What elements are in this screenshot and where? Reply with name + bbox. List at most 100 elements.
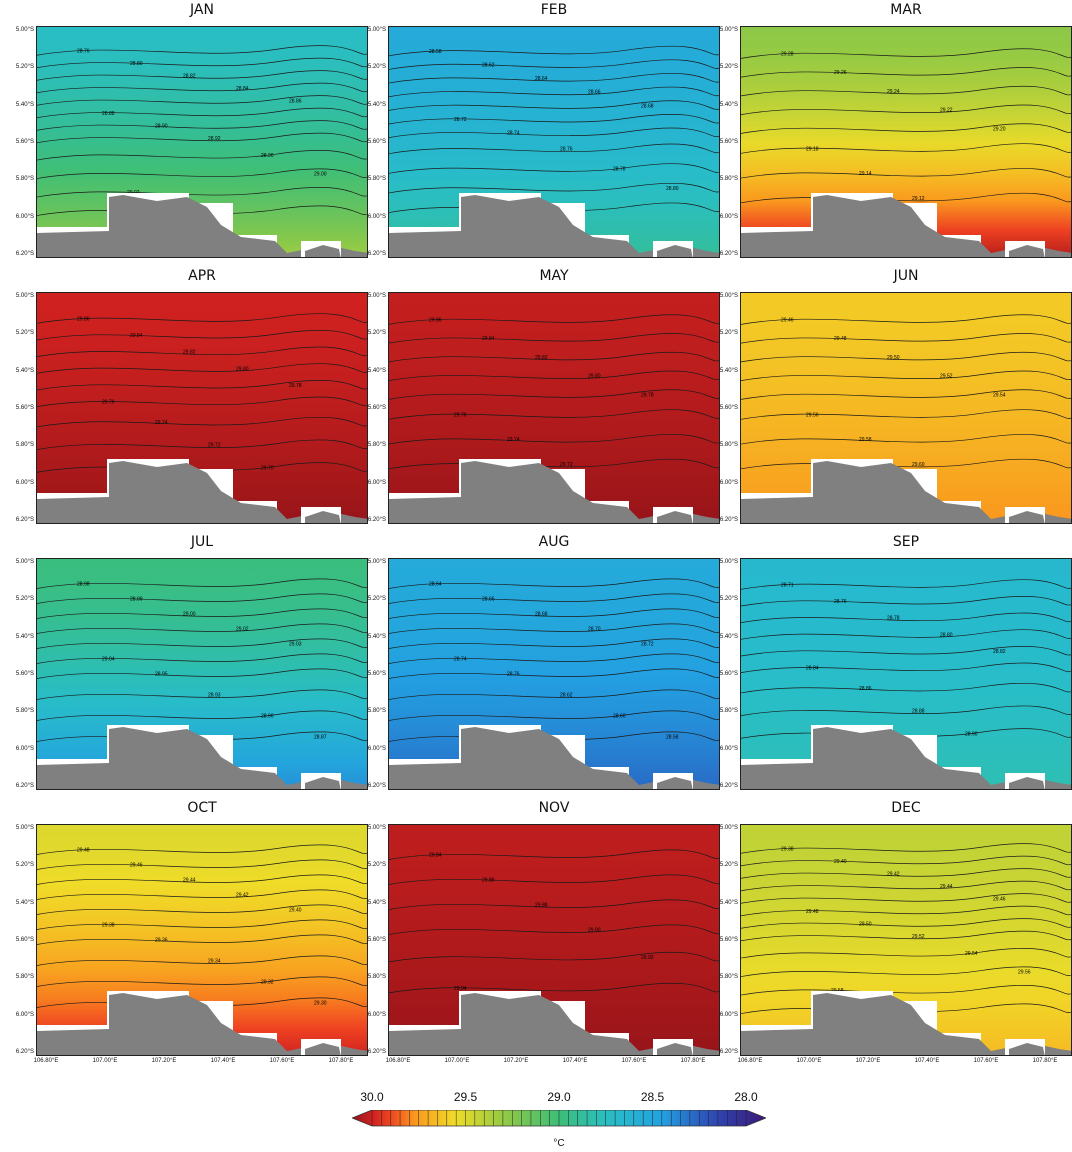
contour-line [389,638,719,649]
longitude-tick-label: 107.20°E [855,1058,881,1064]
contour-label: 29.80 [588,374,601,380]
contour-label: 29.32 [261,980,274,986]
contour-label: 29.76 [454,412,467,418]
latitude-tick-label: 6.20°S [719,1049,738,1055]
contour-line [37,82,367,94]
land-area [37,461,367,523]
land-area [1009,1043,1045,1055]
land-area [741,195,1071,257]
latitude-tick-label: 5.40°S [15,101,34,108]
latitude-tick-label: 5.00°S [367,559,386,565]
contour-label: 28.80 [940,632,953,638]
contour-line [741,612,1071,624]
panel-title: JUN [893,268,919,284]
contour-line [37,45,367,56]
contour-line [741,67,1071,78]
map-panel-aug: AUG 28.64 28.66 28.68 28.70 28.72 28.74 28.76 28… [368,534,720,796]
contour-label: 29.80 [236,366,249,372]
latitude-tick-label: 5.80°S [367,708,386,715]
latitude-tick-label: 5.80°S [15,442,34,449]
colorbar-gradient [352,1110,766,1127]
panel-title: NOV [538,800,570,816]
contour-label: 28.92 [208,136,221,142]
contour-line [741,314,1071,325]
contour-line [389,370,719,381]
latitude-tick-label: 5.20°S [15,330,34,337]
contour-label: 29.24 [887,89,900,95]
contour-line [389,731,719,742]
latitude-tick-label: 6.00°S [719,213,738,220]
contour-line [741,48,1071,59]
contour-label: 29.28 [781,51,794,57]
contour-label: 29.00 [314,172,327,178]
contour-line [389,100,719,111]
contour-label: 29.88 [535,903,548,909]
latitude-tick-label: 6.00°S [367,479,386,486]
latitude-tick-label: 5.80°S [15,974,34,981]
contour-line [741,409,1071,420]
contour-label: 29.70 [261,465,274,471]
contour-label: 29.46 [781,317,794,323]
contour-label: 29.50 [859,921,872,927]
latitude-tick-label: 5.00°S [367,27,386,33]
latitude-tick-label: 6.00°S [719,745,738,752]
contour-label: 29.52 [940,374,953,380]
contour-line [37,57,367,69]
map-panel-jun: JUN 29.46 29.48 29.50 29.52 29.54 29.56 29.58 29… [720,268,1072,530]
contour-line [741,843,1071,854]
land-area [389,461,719,523]
latitude-tick-label: 6.00°S [15,479,34,486]
latitude-tick-label: 6.00°S [719,1011,738,1018]
latitude-tick-label: 5.20°S [367,330,386,337]
longitude-tick-label: 107.60°E [973,1058,999,1064]
contour-label: 29.60 [912,462,925,468]
panel-title: DEC [891,800,921,816]
latitude-tick-label: 6.00°S [367,745,386,752]
contour-line [741,930,1071,942]
contour-label: 29.78 [289,383,302,389]
longitude-tick-label: 107.00°E [796,1058,822,1064]
contour-label: 29.72 [208,443,221,449]
land-area [1009,245,1045,257]
contour-label: 29.90 [588,928,601,934]
contour-line [37,731,367,742]
longitude-tick-label: 107.20°E [151,1058,177,1064]
latitude-tick-label: 5.80°S [15,176,34,183]
contour-label: 29.86 [429,317,442,323]
panel-title: MAY [539,268,569,284]
contour-label: 29.18 [806,146,819,152]
land-area [389,993,719,1055]
latitude-tick-label: 5.60°S [719,139,738,145]
longitude-axis: 106.80°E 107.00°E 107.20°E 107.40°E 107.60°E… [738,1058,1072,1070]
contour-line [37,330,367,341]
contour-label: 28.70 [588,627,601,633]
latitude-tick-label: 5.20°S [719,330,738,337]
contour-line [741,104,1071,115]
latitude-tick-label: 5.20°S [719,64,738,71]
latitude-axis: 5.00°S 5.20°S 5.40°S 5.60°S 5.80°S 6.00°S 6.20… [710,824,738,1056]
latitude-tick-label: 5.80°S [367,176,386,183]
contour-line [37,955,367,966]
contour-line [37,934,367,945]
contour-line [37,346,367,358]
contour-label: 28.90 [155,123,168,129]
contour-line [741,868,1071,879]
contour-label: 28.68 [535,612,548,618]
contour-line [37,689,367,700]
latitude-tick-label: 6.20°S [15,1049,34,1055]
contour-label: 29.50 [887,355,900,361]
latitude-tick-label: 5.20°S [15,64,34,71]
latitude-tick-label: 5.40°S [719,633,738,640]
contour-label: 28.76 [507,672,520,678]
contour-line [389,623,719,634]
longitude-tick-label: 107.80°E [328,1058,354,1064]
contour-label: 29.48 [77,848,90,854]
contour-line [37,638,367,649]
panel-title: OCT [187,800,217,816]
contour-line [741,705,1071,716]
latitude-tick-label: 5.80°S [367,974,386,981]
latitude-tick-label: 5.80°S [367,442,386,449]
contour-label: 28.90 [261,714,274,720]
contour-label: 29.76 [102,400,115,406]
contour-label: 29.82 [183,350,196,356]
